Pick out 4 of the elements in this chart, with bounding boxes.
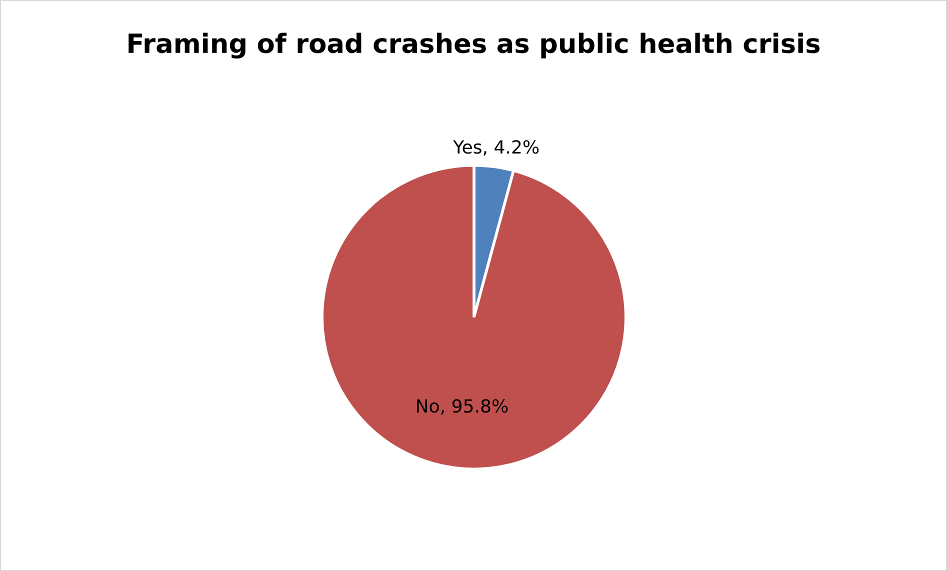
slice-label: No, 95.8% <box>417 399 508 415</box>
chart-title: Framing of road crashes as public health crisis <box>128 32 820 59</box>
pie-slice <box>320 164 628 470</box>
slice-label: Yes, 4.2% <box>453 140 539 156</box>
